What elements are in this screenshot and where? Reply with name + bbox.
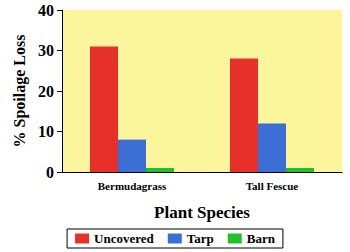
svg-text:40: 40: [38, 2, 54, 19]
svg-text:30: 30: [38, 42, 54, 59]
svg-text:Tarp: Tarp: [187, 231, 214, 246]
svg-text:% Spoilage Loss: % Spoilage Loss: [11, 35, 29, 148]
svg-text:Tall Fescue: Tall Fescue: [246, 180, 299, 192]
svg-text:10: 10: [38, 123, 54, 140]
svg-text:20: 20: [38, 83, 54, 100]
svg-text:Barn: Barn: [247, 231, 276, 246]
svg-text:Bermudagrass: Bermudagrass: [98, 180, 167, 192]
svg-text:Plant Species: Plant Species: [154, 203, 250, 222]
svg-text:Uncovered: Uncovered: [94, 231, 154, 246]
svg-text:0: 0: [46, 164, 54, 181]
